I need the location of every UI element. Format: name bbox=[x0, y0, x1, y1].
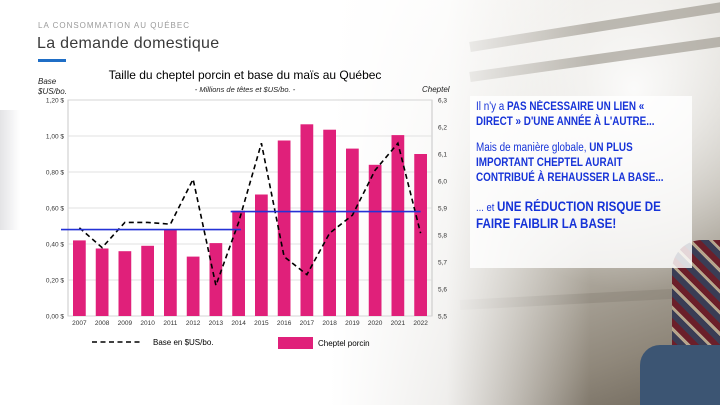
left-tick-label: 0,80 $ bbox=[46, 170, 64, 177]
legend-bar-swatch bbox=[278, 337, 313, 349]
right-axis-label: Cheptel bbox=[422, 85, 450, 94]
bar-2015 bbox=[255, 194, 268, 316]
callout-paragraph-3: ... et UNE RÉDUCTION RISQUE DE FAIRE FAI… bbox=[476, 198, 682, 233]
x-tick-label: 2017 bbox=[300, 320, 315, 327]
bar-2013 bbox=[209, 243, 223, 316]
callout-p3-bold: UNE RÉDUCTION RISQUE DE FAIRE FAIBLIR LA… bbox=[476, 198, 661, 231]
left-tick-label: 0,20 $ bbox=[46, 278, 64, 285]
cheptel-bars bbox=[73, 124, 427, 316]
bar-2012 bbox=[186, 256, 200, 316]
bar-2009 bbox=[118, 251, 132, 316]
bar-2014 bbox=[232, 210, 245, 316]
chart-title: Taille du cheptel porcin et base du maïs… bbox=[109, 68, 382, 82]
x-tick-label: 2021 bbox=[391, 320, 406, 327]
left-axis-ticks: 0,00 $ 0,20 $ 0,40 $ 0,60 $ 0,80 $ 1,00 $ 1,20… bbox=[46, 98, 64, 321]
bar-2016 bbox=[277, 140, 291, 316]
x-tick-label: 2011 bbox=[163, 320, 177, 327]
chart-subtitle: - Millions de têtes et $US/bo. - bbox=[195, 85, 296, 94]
bar-2021 bbox=[391, 135, 405, 316]
callout-p1-bold: PAS NÉCESSAIRE UN LIEN « DIRECT » D'UNE … bbox=[476, 101, 655, 128]
x-tick-label: 2016 bbox=[277, 320, 292, 327]
right-tick-label: 5,5 bbox=[438, 314, 447, 321]
bar-2018 bbox=[323, 129, 336, 316]
legend-base-label: Base en $US/bo. bbox=[153, 338, 213, 347]
left-axis-label-line2: $US/bo. bbox=[37, 87, 67, 96]
left-decoration bbox=[0, 110, 20, 230]
left-tick-label: 0,00 $ bbox=[46, 314, 64, 321]
bar-2022 bbox=[414, 154, 427, 316]
section-label: LA CONSOMMATION AU QUÉBEC bbox=[38, 21, 190, 30]
x-tick-label: 2013 bbox=[209, 320, 224, 327]
bar-2017 bbox=[300, 124, 314, 316]
callout-box: Il n'y a PAS NÉCESSAIRE UN LIEN « DIRECT… bbox=[470, 96, 692, 268]
trend-lines bbox=[61, 210, 421, 231]
x-tick-label: 2019 bbox=[345, 320, 360, 327]
left-tick-label: 1,00 $ bbox=[46, 134, 64, 141]
callout-p3-normal: ... et bbox=[476, 201, 498, 214]
title-underline bbox=[38, 59, 66, 62]
legend-cheptel-label: Cheptel porcin bbox=[318, 339, 370, 348]
right-tick-label: 5,7 bbox=[438, 260, 447, 267]
page-title: La demande domestique bbox=[37, 35, 220, 52]
callout-p2-bold: UN PLUS IMPORTANT CHEPTEL AURAIT CONTRIB… bbox=[476, 142, 664, 184]
x-tick-label: 2015 bbox=[254, 320, 269, 327]
left-tick-label: 0,40 $ bbox=[46, 242, 64, 249]
x-tick-label: 2014 bbox=[231, 320, 246, 327]
right-tick-label: 6,1 bbox=[438, 152, 447, 159]
x-tick-label: 2020 bbox=[368, 320, 383, 327]
x-tick-label: 2007 bbox=[72, 320, 87, 327]
right-tick-label: 5,8 bbox=[438, 233, 447, 240]
right-axis-ticks: 5,5 5,6 5,7 5,8 5,9 6,0 6,1 6,2 6,3 bbox=[438, 98, 447, 321]
callout-paragraph-2: Mais de manière globale, UN PLUS IMPORTA… bbox=[476, 141, 682, 185]
callout-p2-normal: Mais de manière globale, bbox=[476, 142, 590, 155]
person-jeans bbox=[640, 345, 720, 405]
x-tick-label: 2010 bbox=[140, 320, 155, 327]
right-tick-label: 6,3 bbox=[438, 98, 447, 105]
bar-2019 bbox=[346, 148, 359, 316]
right-tick-label: 6,0 bbox=[438, 179, 447, 186]
x-tick-label: 2022 bbox=[413, 320, 428, 327]
x-tick-label: 2018 bbox=[322, 320, 337, 327]
bar-2011 bbox=[164, 229, 177, 316]
base-dashed-line bbox=[78, 141, 422, 289]
bar-2020 bbox=[368, 164, 382, 316]
left-axis-label-line1: Base bbox=[38, 77, 57, 86]
left-tick-label: 0,60 $ bbox=[46, 206, 64, 213]
x-tick-label: 2012 bbox=[186, 320, 201, 327]
callout-paragraph-1: Il n'y a PAS NÉCESSAIRE UN LIEN « DIRECT… bbox=[476, 100, 682, 129]
bar-2008 bbox=[95, 248, 109, 316]
x-tick-label: 2008 bbox=[95, 320, 110, 327]
x-tick-label: 2009 bbox=[118, 320, 133, 327]
right-tick-label: 5,6 bbox=[438, 287, 447, 294]
callout-p1-normal: Il n'y a bbox=[476, 101, 508, 113]
bar-2010 bbox=[141, 245, 154, 316]
left-tick-label: 1,20 $ bbox=[46, 98, 64, 105]
x-axis-labels: 2007 2008 2009 2010 2011 2012 2013 2014 2015 2016… bbox=[72, 320, 428, 327]
right-tick-label: 6,2 bbox=[438, 125, 447, 132]
bar-2007 bbox=[73, 240, 86, 316]
right-tick-label: 5,9 bbox=[438, 206, 447, 213]
